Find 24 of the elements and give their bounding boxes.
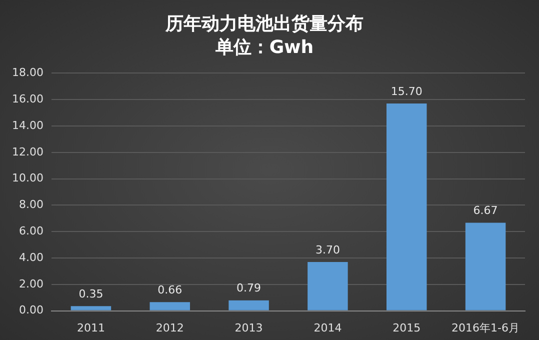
data-label: 0.79 bbox=[236, 282, 262, 295]
y-tick-label: 4.00 bbox=[18, 250, 44, 264]
data-label: 0.35 bbox=[78, 288, 104, 301]
data-label: 6.67 bbox=[473, 204, 498, 218]
x-tick-label: 2011 bbox=[76, 321, 105, 334]
y-tick-label: 12.00 bbox=[12, 145, 44, 158]
y-tick-label: 16.00 bbox=[12, 92, 44, 106]
y-tick-label: 10.00 bbox=[12, 172, 44, 185]
x-tick-label: 2012 bbox=[156, 321, 184, 334]
y-tick-label: 2.00 bbox=[18, 277, 44, 290]
data-label: 15.70 bbox=[390, 84, 422, 98]
x-tick-label: 2016年1-6月 bbox=[452, 321, 520, 334]
data-label: 3.70 bbox=[315, 243, 340, 256]
x-tick-label: 2014 bbox=[314, 321, 342, 334]
y-tick-label: 0.00 bbox=[18, 304, 44, 317]
y-tick-label: 18.00 bbox=[12, 66, 44, 80]
y-tick-label: 14.00 bbox=[12, 118, 44, 132]
data-label: 0.66 bbox=[158, 283, 182, 296]
x-tick-label: 2013 bbox=[234, 321, 263, 334]
chart-subtitle: 单位：Gwh bbox=[214, 37, 314, 58]
chart-title: 历年动力电池出货量分布 bbox=[164, 13, 364, 34]
x-tick-label: 2015 bbox=[392, 321, 421, 334]
y-tick-label: 6.00 bbox=[18, 224, 44, 238]
y-tick-label: 8.00 bbox=[18, 198, 44, 212]
